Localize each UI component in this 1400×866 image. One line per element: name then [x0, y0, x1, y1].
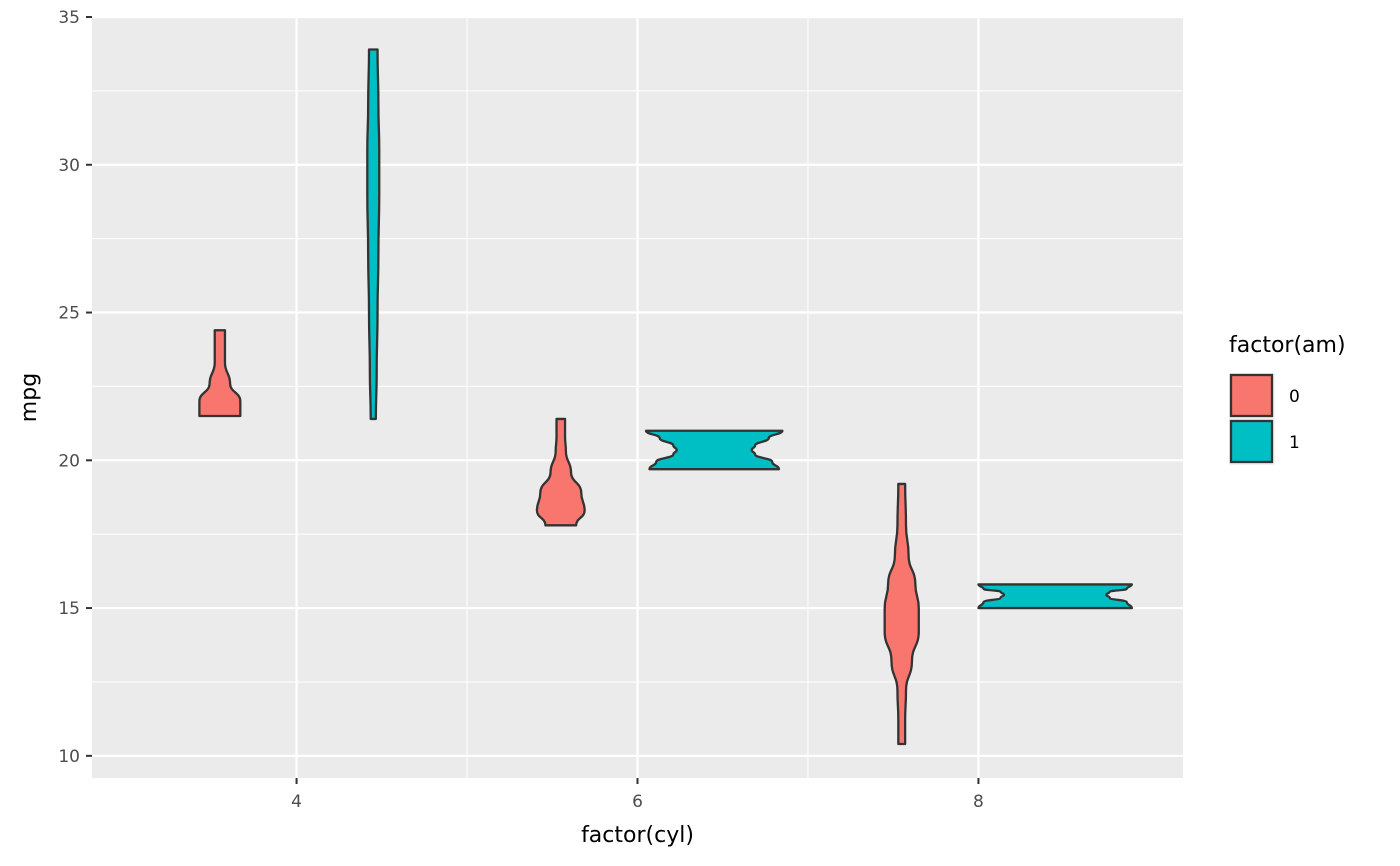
legend-title: factor(am) [1229, 333, 1346, 358]
violin-am0-cyl8 [883, 482, 920, 746]
plot-panel [92, 15, 1183, 778]
y-tick-label: 25 [58, 304, 80, 324]
y-tick-label: 15 [58, 599, 80, 619]
violin-layer [198, 48, 1134, 746]
y-axis-title: mpg [17, 373, 42, 422]
x-axis-title: factor(cyl) [581, 823, 694, 848]
legend-key-swatch [1229, 373, 1274, 418]
legend-key-swatch [1229, 419, 1274, 464]
x-tick-label: 4 [291, 792, 302, 812]
y-tick-label: 10 [58, 747, 80, 767]
y-tick-label: 35 [58, 8, 80, 28]
x-tick-label: 8 [973, 792, 984, 812]
y-tick-label: 30 [58, 156, 80, 176]
x-tick-label: 6 [632, 792, 643, 812]
violin-am1-cyl8 [977, 583, 1134, 610]
legend-entry-label: 1 [1289, 433, 1300, 453]
violin-am1-cyl4 [366, 48, 381, 421]
y-tick-label: 20 [58, 451, 80, 471]
legend-entry-label: 0 [1289, 387, 1300, 407]
legend: factor(am) 0 1 [1229, 333, 1346, 465]
violin-am0-cyl6 [535, 417, 586, 527]
violin-am1-cyl6 [644, 429, 784, 471]
axes: 10 15 20 25 30 35 4 6 8 factor(cyl) mpg [17, 8, 984, 848]
violin-am0-cyl4 [198, 329, 242, 418]
